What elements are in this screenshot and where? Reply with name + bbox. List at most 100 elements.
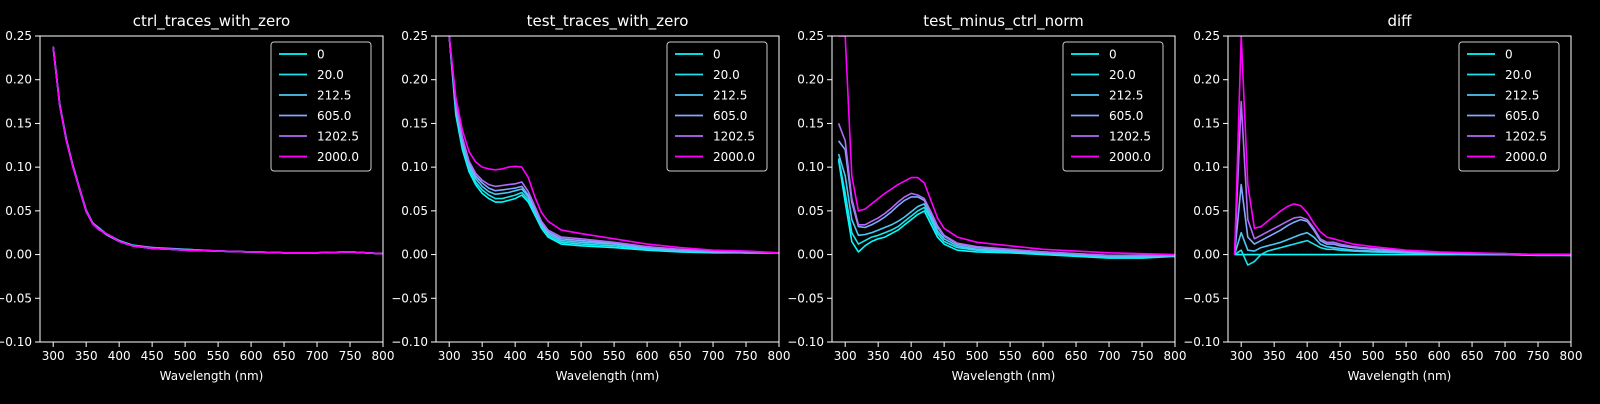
y-tick-label: 0.20 [797, 73, 824, 87]
y-tick-label: −0.05 [787, 291, 824, 305]
y-tick-label: 0.15 [5, 116, 32, 130]
y-tick-label: 0.10 [797, 160, 824, 174]
y-tick-label: 0.00 [797, 248, 824, 262]
x-tick-label: 600 [1428, 349, 1451, 363]
legend-label: 1202.5 [1505, 130, 1547, 144]
legend-label: 0 [1109, 48, 1117, 62]
y-tick-label: −0.10 [1183, 335, 1220, 349]
series-lines [52, 46, 383, 255]
y-tick-label: −0.10 [787, 335, 824, 349]
axes-frame [1227, 35, 1572, 343]
y-tick-label: 0.05 [5, 204, 32, 218]
chart-panel-3: test_minus_ctrl_norm 300 350 400 450 500 550 60… [787, 12, 1186, 383]
x-tick-label: 550 [1395, 349, 1418, 363]
series-line-4 [1233, 100, 1571, 256]
y-tick-label: 0.25 [797, 29, 824, 43]
series-line-2 [837, 153, 1175, 258]
chart-panel-1: ctrl_traces_with_zero 300 350 400 450 500 550 6… [0, 12, 394, 383]
x-tick-label: 650 [273, 349, 296, 363]
y-tick-label: −0.05 [391, 291, 428, 305]
x-tick-label: 700 [702, 349, 725, 363]
x-tick-label: 300 [42, 349, 65, 363]
x-tick-label: 500 [570, 349, 593, 363]
y-tick-label: 0.05 [797, 204, 824, 218]
legend: 0 20.0 212.5 605.0 1202.5 2000.0 [1458, 41, 1560, 172]
x-axis-label: Wavelength (nm) [1348, 369, 1452, 383]
legend-label: 2000.0 [317, 150, 359, 164]
y-tick-label: −0.10 [0, 335, 32, 349]
legend-label: 1202.5 [317, 130, 359, 144]
legend-label: 1202.5 [1109, 130, 1151, 144]
y-tick-label: 0.20 [1193, 73, 1220, 87]
x-tick-label: 700 [1098, 349, 1121, 363]
legend: 0 20.0 212.5 605.0 1202.5 2000.0 [270, 41, 372, 172]
y-tick-label: −0.10 [391, 335, 428, 349]
legend: 0 20.0 212.5 605.0 1202.5 2000.0 [666, 41, 768, 172]
chart-title: test_traces_with_zero [527, 12, 689, 31]
x-tick-label: 550 [603, 349, 626, 363]
x-tick-label: 700 [1494, 349, 1517, 363]
x-tick-label: 300 [438, 349, 461, 363]
y-tick-label: 0.15 [401, 116, 428, 130]
legend-label: 1202.5 [713, 130, 755, 144]
chart-panel-4: diff 300 350 400 450 500 550 600 650 700 750 800 −0.… [1183, 12, 1582, 383]
y-tick-label: 0.25 [401, 29, 428, 43]
y-tick-label: 0.25 [1193, 29, 1220, 43]
x-tick-label: 450 [933, 349, 956, 363]
x-tick-label: 400 [1296, 349, 1319, 363]
x-tick-label: 400 [504, 349, 527, 363]
x-tick-label: 800 [372, 349, 395, 363]
legend-label: 212.5 [1109, 89, 1143, 103]
x-tick-label: 500 [174, 349, 197, 363]
legend-label: 605.0 [1109, 109, 1143, 123]
series-line-3 [448, 36, 779, 254]
axes-frame [39, 35, 384, 343]
x-tick-label: 650 [669, 349, 692, 363]
x-tick-label: 750 [1131, 349, 1154, 363]
y-tick-label: 0.10 [401, 160, 428, 174]
series-line-1 [837, 158, 1175, 259]
legend-label: 605.0 [713, 109, 747, 123]
series-line-2 [1233, 231, 1571, 257]
legend-label: 0 [713, 48, 721, 62]
y-tick-label: 0.10 [5, 160, 32, 174]
y-tick-label: 0.00 [5, 248, 32, 262]
series-line-0 [837, 159, 1175, 259]
chart-title: diff [1387, 12, 1412, 30]
legend-label: 20.0 [713, 68, 740, 82]
x-tick-label: 300 [1230, 349, 1253, 363]
x-axis-label: Wavelength (nm) [952, 369, 1056, 383]
legend-label: 2000.0 [1109, 150, 1151, 164]
y-tick-label: 0.00 [1193, 248, 1220, 262]
x-tick-label: 600 [240, 349, 263, 363]
chart-title: test_minus_ctrl_norm [923, 12, 1084, 31]
chart-title: ctrl_traces_with_zero [133, 12, 290, 31]
y-tick-label: −0.05 [0, 291, 32, 305]
x-tick-label: 650 [1065, 349, 1088, 363]
axes-frame [435, 35, 780, 343]
series-line-1 [448, 36, 779, 254]
y-tick-label: 0.25 [5, 29, 32, 43]
x-tick-label: 750 [339, 349, 362, 363]
series-lines [1233, 36, 1571, 266]
x-tick-label: 800 [1164, 349, 1187, 363]
x-tick-label: 450 [1329, 349, 1352, 363]
legend-label: 212.5 [317, 89, 351, 103]
x-tick-label: 450 [537, 349, 560, 363]
y-tick-label: 0.05 [401, 204, 428, 218]
legend-label: 20.0 [1109, 68, 1136, 82]
x-tick-label: 500 [966, 349, 989, 363]
x-tick-label: 550 [999, 349, 1022, 363]
series-line-3 [1233, 183, 1571, 256]
series-lines [448, 36, 779, 254]
y-tick-label: 0.15 [797, 116, 824, 130]
x-tick-label: 300 [834, 349, 857, 363]
legend-label: 212.5 [713, 89, 747, 103]
y-tick-label: 0.10 [1193, 160, 1220, 174]
x-tick-label: 400 [900, 349, 923, 363]
x-tick-label: 350 [867, 349, 890, 363]
y-tick-label: 0.20 [5, 73, 32, 87]
x-axis-label: Wavelength (nm) [556, 369, 660, 383]
